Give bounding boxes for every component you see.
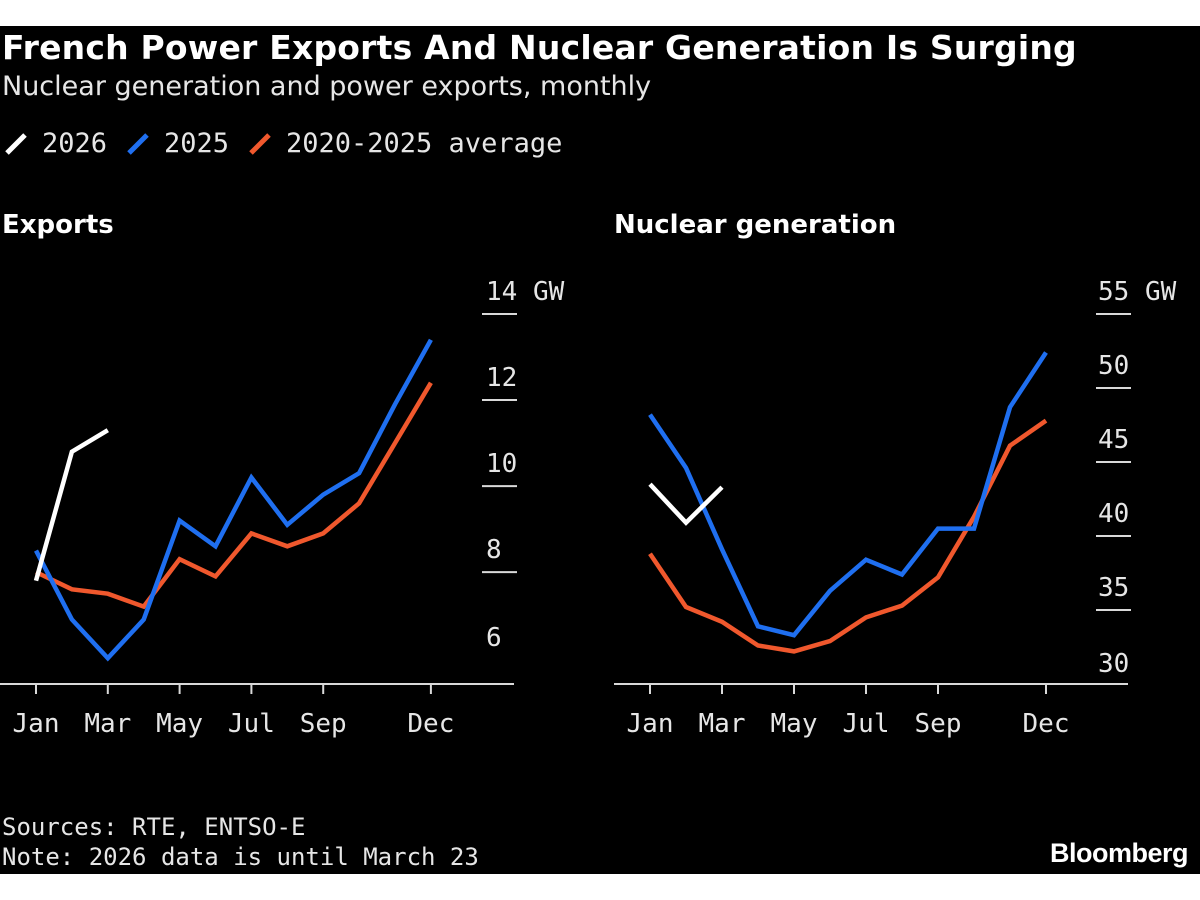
sources-note: Sources: RTE, ENTSO-E: [2, 813, 306, 841]
exports-xtick-label: Jan: [13, 709, 60, 739]
nuclear-panel-title: Nuclear generation: [614, 210, 897, 240]
nuclear-series-average-line: [648, 418, 1048, 654]
nuclear-xtick-label: Jul: [843, 709, 890, 739]
nuclear-xtick-label: Dec: [1023, 709, 1070, 739]
bloomberg-logo: Bloomberg: [1049, 838, 1189, 868]
nuclear-series-2026-line: [648, 482, 724, 526]
exports-series-average-line: [35, 381, 433, 610]
nuclear-ytick-label: 30: [1098, 649, 1129, 679]
nuclear-xtick-label: Sep: [915, 709, 962, 739]
exports-ytick-label: 6: [486, 623, 502, 653]
exports-ytick-label: 10: [486, 449, 517, 479]
exports-series-2025-line: [34, 338, 433, 662]
nuclear-xtick-label: May: [771, 709, 818, 739]
exports-ytick-label: 8: [486, 535, 502, 565]
legend-swatch-2025: [127, 133, 149, 155]
nuclear-ytick-label: 50: [1098, 351, 1129, 381]
exports-ytick-label: 14 GW: [486, 277, 565, 307]
legend-label-average: 2020-2025 average: [286, 128, 563, 159]
chart-title: French Power Exports And Nuclear Generat…: [2, 28, 1077, 67]
legend-swatch-2026: [5, 133, 27, 155]
exports-xtick-label: Mar: [84, 709, 131, 739]
chart-subtitle: Nuclear generation and power exports, mo…: [2, 71, 652, 102]
nuclear-series-2025-line: [648, 351, 1048, 638]
footer: Sources: RTE, ENTSO-E Note: 2026 data is…: [2, 812, 479, 872]
exports-xtick-label: Jul: [228, 709, 275, 739]
nuclear-ytick-label: 45: [1098, 425, 1129, 455]
exports-ytick-label: 12: [486, 363, 517, 393]
legend-label-2026: 2026: [42, 128, 108, 159]
exports-xtick-label: May: [156, 709, 203, 739]
charts-svg: 14 GW 12 10 8 6 Jan Mar May Jul Sep Dec 55 GW 50 45 40…: [0, 277, 1177, 739]
chart-frame: French Power Exports And Nuclear Generat…: [0, 26, 1200, 874]
nuclear-xtick-label: Mar: [699, 709, 746, 739]
legend-swatch-average: [249, 133, 271, 155]
nuclear-ytick-label: 40: [1098, 499, 1129, 529]
exports-xtick-label: Sep: [300, 709, 347, 739]
nuclear-ytick-label: 55 GW: [1098, 277, 1177, 307]
exports-xtick-label: Dec: [407, 709, 454, 739]
exports-series-2026-line: [33, 428, 109, 582]
nuclear-ytick-label: 35: [1098, 573, 1129, 603]
nuclear-xtick-label: Jan: [627, 709, 674, 739]
data-note: Note: 2026 data is until March 23: [2, 843, 479, 871]
legend-label-2025: 2025: [164, 128, 230, 159]
exports-panel-title: Exports: [2, 210, 114, 240]
